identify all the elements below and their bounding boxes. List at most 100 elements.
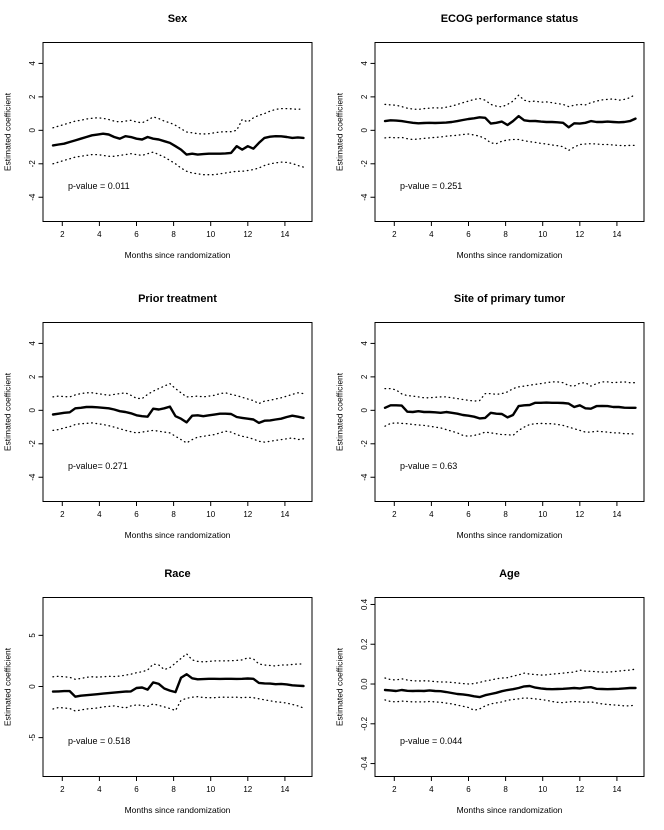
fit-line bbox=[51, 405, 305, 425]
subplot-sex: Sex 2 4 6 8 10 12 14 -4 -2 0 2 4 Months since randomi… bbox=[0, 0, 332, 280]
x-tick-label: 4 bbox=[97, 510, 102, 519]
lower-ci-line bbox=[52, 422, 305, 444]
x-tick-label: 14 bbox=[612, 510, 621, 519]
plot-frame bbox=[374, 322, 645, 502]
plot-frame bbox=[42, 42, 313, 222]
x-tick-label: 12 bbox=[243, 510, 252, 519]
fit-line bbox=[383, 684, 637, 699]
p-value-label: p-value = 0.518 bbox=[68, 736, 130, 746]
x-tick-label: 14 bbox=[612, 785, 621, 794]
y-tick-label: -0.4 bbox=[360, 756, 369, 770]
subplot-age: Age 2 4 6 8 10 12 14 -0.4 -0.2 0.0 0.2 0.4 Months sin… bbox=[332, 555, 664, 830]
y-tick-label: 4 bbox=[28, 61, 37, 66]
x-axis-label: Months since randomization bbox=[457, 530, 563, 540]
x-tick-label: 12 bbox=[243, 230, 252, 239]
chart-prior-treatment: Prior treatment 2 4 6 8 10 12 14 -4 -2 0 2 4 Months s… bbox=[3, 293, 313, 540]
y-axis-label: Estimated coefficient bbox=[335, 647, 345, 726]
fit-line bbox=[51, 672, 305, 698]
p-value-label: p-value= 0.271 bbox=[68, 461, 128, 471]
chart-title: Race bbox=[164, 568, 190, 580]
y-tick-label: -4 bbox=[360, 473, 369, 481]
subplot-site-of-primary-tumor: Site of primary tumor 2 4 6 8 10 12 14 -4 -2 0 2 4 Mo… bbox=[332, 280, 664, 555]
chart-site-of-primary-tumor: Site of primary tumor 2 4 6 8 10 12 14 -4 -2 0 2 4 Mo… bbox=[335, 293, 645, 540]
fit-line bbox=[383, 401, 637, 420]
chart-sex: Sex 2 4 6 8 10 12 14 -4 -2 0 2 4 Months since randomi… bbox=[3, 13, 313, 260]
x-tick-label: 8 bbox=[503, 785, 508, 794]
x-tick-label: 4 bbox=[429, 510, 434, 519]
x-tick-label: 8 bbox=[171, 230, 176, 239]
x-tick-label: 6 bbox=[134, 785, 139, 794]
chart-ecog-performance-status: ECOG performance status 2 4 6 8 10 12 14 -4 -2 0 2 4… bbox=[335, 13, 645, 260]
y-tick-label: -4 bbox=[360, 193, 369, 201]
x-tick-label: 14 bbox=[280, 230, 289, 239]
plot-frame bbox=[42, 322, 313, 502]
upper-ci-line bbox=[384, 381, 637, 402]
x-tick-label: 8 bbox=[171, 785, 176, 794]
x-tick-label: 14 bbox=[280, 510, 289, 519]
lower-ci-line bbox=[52, 696, 305, 712]
x-tick-label: 8 bbox=[503, 230, 508, 239]
x-tick-label: 8 bbox=[171, 510, 176, 519]
y-tick-label: 0.0 bbox=[360, 678, 369, 690]
y-axis-label: Estimated coefficient bbox=[335, 372, 345, 451]
y-tick-label: 0 bbox=[28, 128, 37, 133]
chart-title: Site of primary tumor bbox=[454, 293, 566, 305]
x-tick-label: 6 bbox=[134, 510, 139, 519]
upper-ci-line bbox=[384, 668, 637, 685]
y-tick-label: 2 bbox=[360, 94, 369, 99]
plot-frame bbox=[42, 597, 313, 777]
p-value-label: p-value = 0.251 bbox=[400, 181, 462, 191]
x-tick-label: 14 bbox=[612, 230, 621, 239]
lower-ci-line bbox=[384, 133, 637, 152]
x-tick-label: 2 bbox=[392, 230, 397, 239]
upper-ci-line bbox=[52, 382, 305, 405]
x-axis-label: Months since randomization bbox=[457, 250, 563, 260]
x-tick-label: 10 bbox=[206, 785, 215, 794]
y-axis-label: Estimated coefficient bbox=[335, 92, 345, 171]
fit-line bbox=[51, 132, 305, 156]
x-tick-label: 10 bbox=[538, 785, 547, 794]
x-tick-label: 12 bbox=[575, 230, 584, 239]
x-tick-label: 2 bbox=[60, 230, 65, 239]
chart-title: ECOG performance status bbox=[441, 13, 579, 25]
y-tick-label: 5 bbox=[28, 633, 37, 638]
chart-title: Sex bbox=[168, 13, 188, 25]
chart-title: Age bbox=[499, 568, 520, 580]
p-value-label: p-value = 0.044 bbox=[400, 736, 462, 746]
fit-line bbox=[383, 114, 637, 129]
x-tick-label: 10 bbox=[206, 230, 215, 239]
subplot-race: Race 2 4 6 8 10 12 14 -5 0 5 Months since randomiza… bbox=[0, 555, 332, 830]
y-axis-label: Estimated coefficient bbox=[3, 372, 13, 451]
y-tick-label: 0 bbox=[360, 128, 369, 133]
y-axis-label: Estimated coefficient bbox=[3, 647, 13, 726]
y-tick-label: 0 bbox=[360, 408, 369, 413]
y-tick-label: -4 bbox=[28, 473, 37, 481]
x-tick-label: 4 bbox=[429, 785, 434, 794]
x-axis-label: Months since randomization bbox=[125, 805, 231, 815]
y-axis-label: Estimated coefficient bbox=[3, 92, 13, 171]
p-value-label: p-value = 0.011 bbox=[68, 181, 130, 191]
x-tick-label: 12 bbox=[575, 785, 584, 794]
x-tick-label: 2 bbox=[60, 785, 65, 794]
x-tick-label: 6 bbox=[466, 785, 471, 794]
x-tick-label: 4 bbox=[97, 230, 102, 239]
y-tick-label: 2 bbox=[360, 374, 369, 379]
y-tick-label: -4 bbox=[28, 193, 37, 201]
y-tick-label: -2 bbox=[360, 440, 369, 448]
lower-ci-line bbox=[384, 697, 637, 711]
y-tick-label: 0.4 bbox=[360, 598, 369, 610]
x-tick-label: 10 bbox=[538, 510, 547, 519]
x-tick-label: 10 bbox=[538, 230, 547, 239]
x-tick-label: 8 bbox=[503, 510, 508, 519]
x-tick-label: 6 bbox=[466, 230, 471, 239]
y-tick-label: -0.2 bbox=[360, 716, 369, 730]
x-tick-label: 14 bbox=[280, 785, 289, 794]
x-tick-label: 4 bbox=[97, 785, 102, 794]
x-tick-label: 6 bbox=[134, 230, 139, 239]
x-tick-label: 12 bbox=[575, 510, 584, 519]
upper-ci-line bbox=[384, 93, 637, 111]
p-value-label: p-value = 0.63 bbox=[400, 461, 457, 471]
upper-ci-line bbox=[52, 653, 305, 680]
